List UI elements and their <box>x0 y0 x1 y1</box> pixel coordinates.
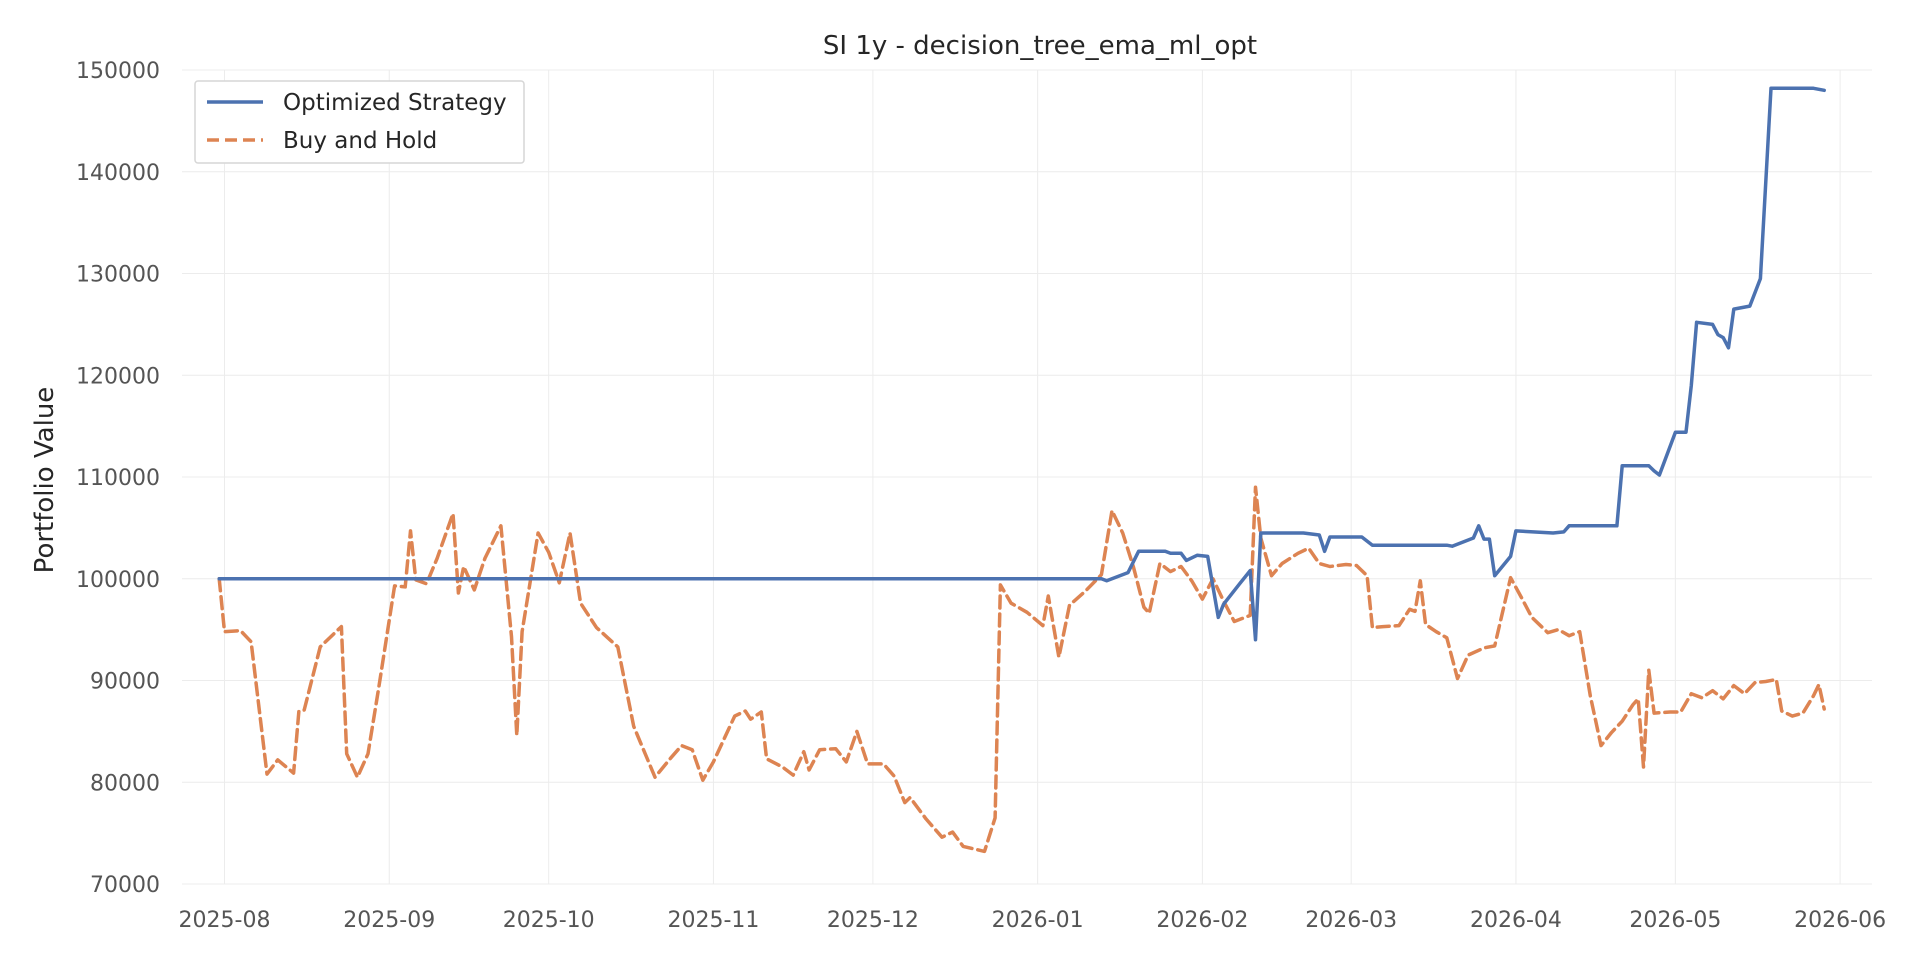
legend: Optimized Strategy Buy and Hold <box>194 80 525 164</box>
x-tick-label: 2026-01 <box>992 908 1084 933</box>
y-tick-label: 100000 <box>76 568 160 593</box>
x-tick-label: 2026-06 <box>1794 908 1886 933</box>
y-tick-label: 120000 <box>76 364 160 389</box>
y-tick-label: 140000 <box>76 161 160 186</box>
x-tick-label: 2026-02 <box>1156 908 1248 933</box>
legend-box <box>194 80 525 164</box>
y-tick-label: 90000 <box>90 670 160 695</box>
grid-layer <box>182 69 1872 885</box>
chart-title: SI 1y - decision_tree_ema_ml_opt <box>823 31 1257 61</box>
series-line-optimized-strategy <box>217 86 1826 642</box>
x-tick-label: 2025-09 <box>343 908 435 933</box>
y-tick-label: 70000 <box>90 873 160 898</box>
y-tick-label: 110000 <box>76 466 160 491</box>
y-tick-label: 80000 <box>90 771 160 796</box>
y-axis-title: Portfolio Value <box>30 387 60 574</box>
x-tick-label: 2025-10 <box>503 908 595 933</box>
legend-label-optimized-strategy: Optimized Strategy <box>283 90 507 116</box>
x-tick-label: 2025-12 <box>827 908 919 933</box>
x-tick-label: 2025-08 <box>179 908 271 933</box>
x-tick-label: 2026-04 <box>1470 908 1562 933</box>
x-tick-label: 2025-11 <box>667 908 759 933</box>
x-tick-label: 2026-03 <box>1305 908 1397 933</box>
x-tick-label: 2026-05 <box>1629 908 1721 933</box>
y-tick-label: 130000 <box>76 263 160 288</box>
y-tick-label: 150000 <box>76 59 160 84</box>
series-line-buy-and-hold <box>217 485 1826 854</box>
tick-layer: 70000 80000 90000 100000 110000 120000 130000 1… <box>76 59 1886 933</box>
legend-label-buy-and-hold: Buy and Hold <box>283 128 437 154</box>
series-layer <box>217 86 1826 854</box>
